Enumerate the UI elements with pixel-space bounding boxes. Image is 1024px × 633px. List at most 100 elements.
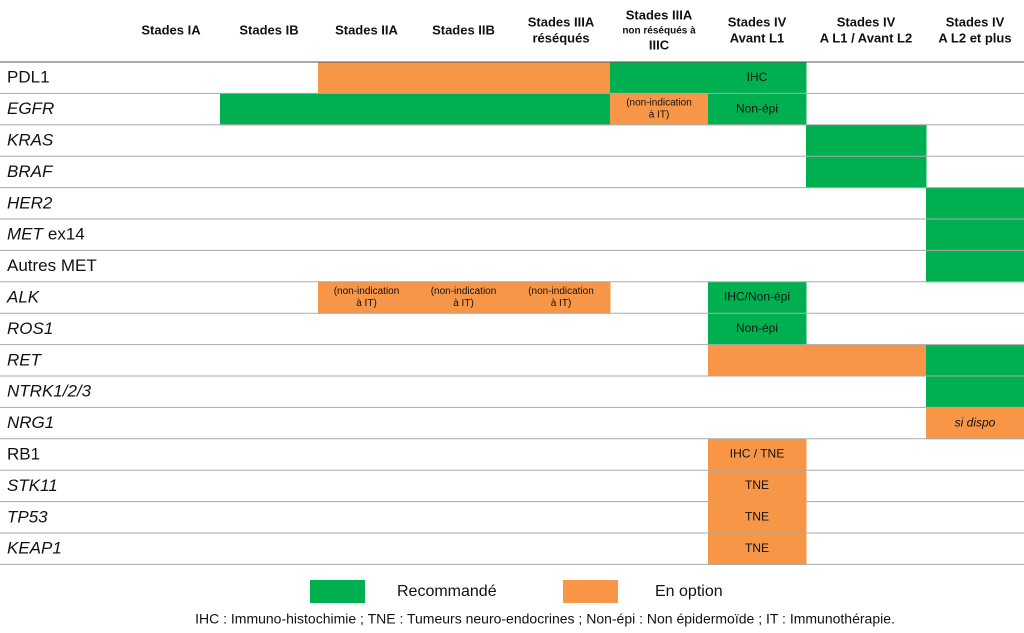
cell-rec [708,313,807,346]
row-label: BRAF [7,162,54,181]
cell-rec [610,62,709,94]
cell-option [708,533,807,565]
cell-text: (non-indication [626,98,692,109]
row-label: RET [7,351,43,370]
cell-text: (non-indication [431,286,497,297]
cell-text: à IT) [551,298,572,309]
cell-rec [806,156,927,189]
cell-rec [512,93,611,126]
cell-text: à IT) [356,298,377,309]
cell-text: (non-indication [334,286,400,297]
cell-option [512,281,611,314]
cell-text: TNE [745,541,769,555]
cell-rec [926,219,1024,251]
footnote: IHC : Immuno-histochimie ; TNE : Tumeurs… [195,611,895,627]
row-label: MET ex14 [7,225,85,244]
row-label: STK11 [7,476,58,495]
cell-rec [220,93,319,126]
cell-rec [926,187,1024,220]
cell-option [708,344,807,377]
cell-text: Non-épi [736,321,778,335]
column-header: Stades IV [728,14,787,29]
row-label-part: ex14 [48,225,85,244]
column-header: IIIC [649,37,670,52]
cell-text: (non-indication [528,286,594,297]
cell-option [708,501,807,534]
row-label-part: PDL1 [7,68,50,87]
row-label-part: MET [7,225,45,244]
row-label: KEAP1 [7,539,62,558]
row-label: Autres MET [7,257,97,276]
row-label: PDL1 [7,68,50,87]
row-label-part: STK11 [7,476,58,495]
cell-text: si dispo [955,415,996,429]
cell-rec [926,344,1024,377]
legend-label: En option [655,583,723,600]
cell-text: TNE [745,509,769,523]
row-label-part: Autres MET [7,257,97,276]
row-label: NRG1 [7,414,54,433]
row-label: ALK [6,288,40,307]
cell-option [415,62,513,94]
legend-label: Recommandé [397,583,497,600]
row-label-part: NRG1 [7,414,54,433]
legend-swatch [310,580,365,603]
column-header: Stades IIIA [528,14,595,29]
row-label: KRAS [7,131,54,150]
cell-rec [806,124,927,157]
row-label-part: RB1 [7,445,40,464]
column-header: Stades IV [837,14,896,29]
row-label-part: KEAP1 [7,539,62,558]
row-label-part: HER2 [7,194,53,213]
column-header: non réséqués à [622,26,696,37]
column-header: Avant L1 [730,30,784,45]
row-label-part: NTRK1/2/3 [7,382,92,401]
cell-text: à IT) [649,110,670,121]
row-label-part: TP53 [7,508,48,527]
cell-option [926,407,1024,440]
cell-rec [708,281,807,314]
row-label-part: BRAF [7,162,54,181]
cell-option [318,62,416,94]
legend-swatch [563,580,618,603]
row-label: TP53 [7,508,48,527]
row-label-part: ALK [6,288,40,307]
column-header: réséqués [532,30,589,45]
cell-rec [926,250,1024,283]
row-label: RB1 [7,445,40,464]
cell-text: IHC/Non-épi [724,290,790,304]
cell-option [610,93,709,126]
cell-rec [708,62,807,94]
cell-text: IHC [747,70,768,84]
row-label-part: RET [7,351,43,370]
cell-text: à IT) [453,298,474,309]
row-label: ROS1 [7,319,53,338]
cell-option [318,281,416,314]
cell-text: Non-épi [736,101,778,115]
row-label: HER2 [7,194,53,213]
row-label-part: EGFR [7,100,54,119]
cell-option [415,281,513,314]
cell-option [806,344,927,377]
row-label-part: KRAS [7,131,54,150]
cell-option [708,438,807,471]
column-header: Stades IIIA [626,7,693,22]
column-header: A L2 et plus [938,30,1011,45]
cell-text: TNE [745,478,769,492]
column-header: Stades IA [141,22,201,37]
cell-option [708,470,807,503]
cell-rec [318,93,416,126]
row-label-part: ROS1 [7,319,53,338]
cell-rec [415,93,513,126]
column-header: Stades IB [239,22,298,37]
cell-option [512,62,611,94]
column-header: A L1 / Avant L2 [820,30,912,45]
column-header: Stades IV [946,14,1005,29]
cell-rec [926,376,1024,408]
column-header: Stades IIB [432,22,495,37]
cell-text: IHC / TNE [730,447,784,461]
column-header: Stades IIA [335,22,398,37]
row-label: EGFR [7,100,54,119]
cell-rec [708,93,807,126]
